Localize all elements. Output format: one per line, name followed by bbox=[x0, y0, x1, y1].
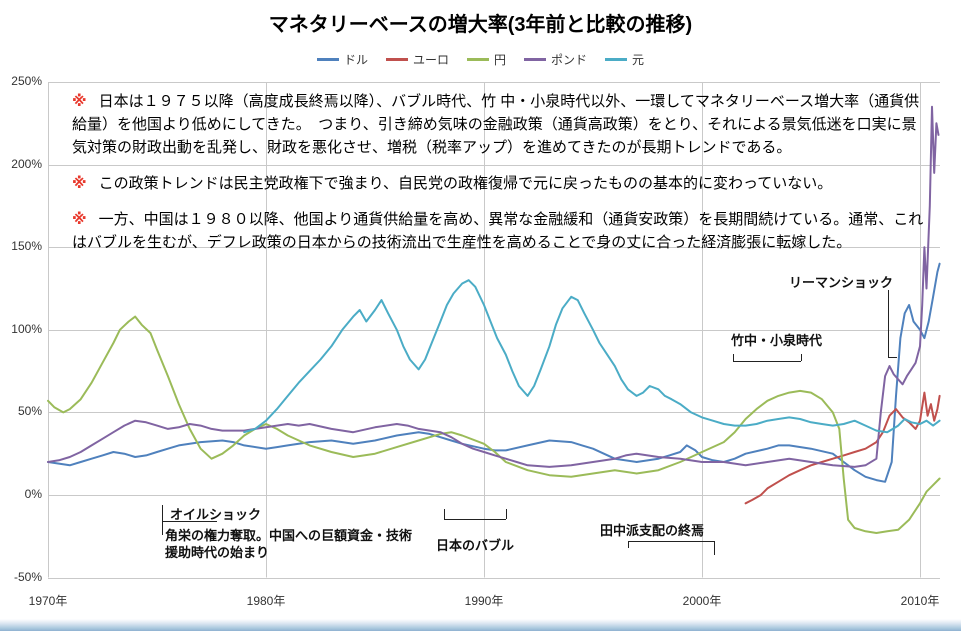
oil-shock-bracket-hline bbox=[162, 521, 217, 522]
legend-line-swatch bbox=[385, 58, 408, 61]
x-axis-tick-label: 1970年 bbox=[28, 594, 68, 608]
lehman-shock-pointer-foot bbox=[888, 357, 897, 358]
annotation-lehman-shock: リーマンショック bbox=[789, 275, 894, 290]
lehman-shock-pointer-vline bbox=[888, 290, 889, 357]
legend-item-円: 円 bbox=[466, 51, 506, 68]
series-line-ドル bbox=[47, 262, 941, 483]
takenaka-koizumi-bracket-right-tick bbox=[801, 354, 802, 361]
note-paragraph-1: ※ 日本は１９７５以降（高度成長終焉以降）、バブル時代、竹 中・小泉時代以外、一環… bbox=[72, 90, 930, 159]
note-paragraph-3: ※ 一方、中国は１９８０以降、他国より通貨供給量を高め、異常な金融緩和（通貨安政策… bbox=[72, 208, 930, 254]
legend-line-swatch bbox=[466, 58, 489, 61]
note-marker: ※ bbox=[72, 175, 87, 192]
tanaka-end-bracket-left-tick bbox=[628, 541, 629, 548]
legend-line-swatch bbox=[316, 58, 339, 61]
y-axis-tick-label: 50% bbox=[17, 404, 42, 419]
legend-item-ポンド: ポンド bbox=[524, 51, 587, 68]
legend-item-元: 元 bbox=[605, 51, 644, 68]
annotation-tanaka-end: 田中派支配の終焉 bbox=[600, 523, 705, 538]
x-axis-labels: 1970年 1980年 1990年 2000年 2010年 bbox=[0, 592, 961, 608]
tanaka-end-bracket-hline bbox=[628, 541, 714, 542]
legend-item-ドル: ドル bbox=[316, 51, 368, 68]
takenaka-koizumi-bracket-left-tick bbox=[733, 354, 734, 361]
legend-label: ユーロ bbox=[412, 53, 449, 67]
legend-label: 元 bbox=[632, 53, 645, 67]
page-title: マネタリーベースの増大率(3年前と比較の推移) bbox=[268, 14, 693, 36]
series-line-ポンド bbox=[47, 105, 940, 468]
x-axis-tick-label: 2010年 bbox=[900, 594, 940, 608]
series-line-ユーロ bbox=[744, 391, 941, 505]
note-paragraph-2: ※ この政策トレンドは民主党政権下で強まり、自民党の政権復帰で元に戻ったものの基本… bbox=[72, 172, 930, 195]
x-axis-tick-label: 2000年 bbox=[682, 594, 722, 608]
japan-bubble-bracket-hline bbox=[444, 519, 506, 520]
annotation-oil-shock: オイルショック bbox=[170, 507, 262, 522]
series-line-円 bbox=[47, 315, 941, 534]
x-axis-tick-label: 1990年 bbox=[464, 594, 504, 608]
note-text: 日本は１９７５以降（高度成長終焉以降）、バブル時代、竹 中・小泉時代以外、一環し… bbox=[72, 93, 920, 156]
y-axis-tick-label: 150% bbox=[11, 239, 42, 254]
annotation-oil-shock-detail: 角栄の権力奪取。中国への巨額資金・技術 援助時代の始まり bbox=[165, 528, 413, 560]
note-marker: ※ bbox=[72, 93, 87, 110]
series-line-元 bbox=[243, 279, 941, 434]
legend: ドル ユーロ 円 ポンド 元 bbox=[0, 51, 961, 68]
y-axis-tick-label: 200% bbox=[11, 156, 42, 171]
window-bottom-edge bbox=[0, 619, 961, 631]
japan-bubble-bracket-right-tick bbox=[506, 509, 507, 519]
legend-item-ユーロ: ユーロ bbox=[385, 51, 449, 68]
legend-label: ドル bbox=[343, 53, 368, 67]
note-marker: ※ bbox=[72, 211, 87, 228]
oil-shock-bracket-vline bbox=[162, 505, 163, 535]
y-axis-tick-label: -50% bbox=[13, 569, 42, 584]
tanaka-end-bracket-right-tick bbox=[714, 541, 715, 555]
legend-line-swatch bbox=[524, 58, 546, 61]
annotation-japan-bubble: 日本のバブル bbox=[436, 538, 515, 553]
legend-line-swatch bbox=[605, 58, 628, 61]
y-axis-tick-label: 0% bbox=[24, 487, 42, 501]
note-text: 一方、中国は１９８０以降、他国より通貨供給量を高め、異常な金融緩和（通貨安政策）… bbox=[72, 211, 924, 251]
legend-label: 円 bbox=[493, 53, 506, 67]
japan-bubble-bracket-left-tick bbox=[444, 509, 445, 519]
x-axis-tick-label: 1980年 bbox=[246, 594, 286, 608]
y-axis-tick-label: 100% bbox=[11, 321, 42, 336]
y-axis-tick-label: 250% bbox=[11, 74, 42, 88]
annotation-takenaka-koizumi: 竹中・小泉時代 bbox=[731, 333, 823, 348]
takenaka-koizumi-bracket-hline bbox=[733, 361, 801, 362]
note-text: この政策トレンドは民主党政権下で強まり、自民党の政権復帰で元に戻ったものの基本的… bbox=[98, 175, 833, 192]
legend-label: ポンド bbox=[551, 53, 588, 67]
commentary-notes: ※ 日本は１９７５以降（高度成長終焉以降）、バブル時代、竹 中・小泉時代以外、一環… bbox=[72, 90, 930, 267]
